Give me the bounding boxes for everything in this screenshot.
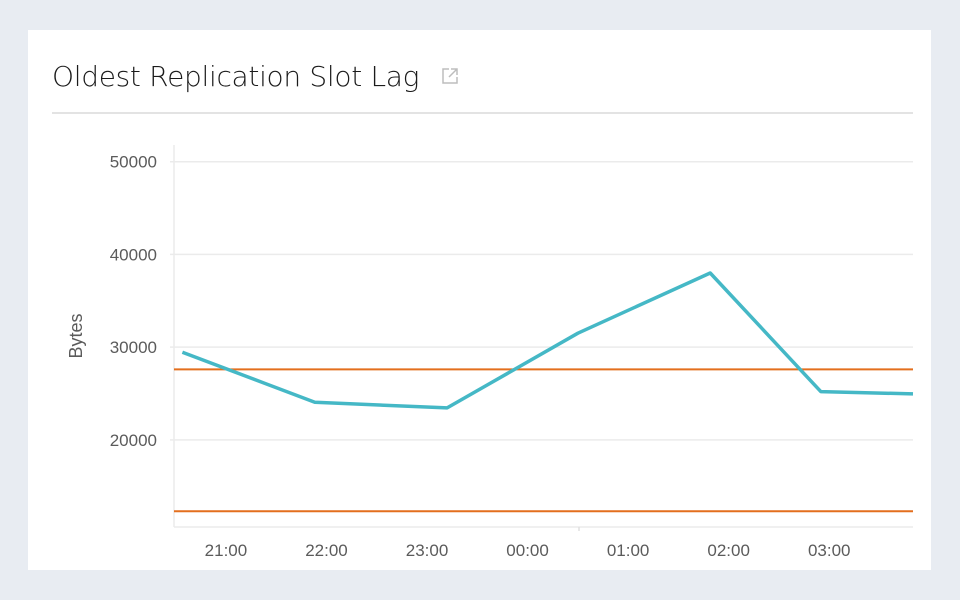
panel-title: Oldest Replication Slot Lag — [52, 60, 420, 93]
x-tick-label: 21:00 — [205, 541, 248, 560]
x-tick-label: 00:00 — [506, 541, 549, 560]
y-axis-label: Bytes — [66, 313, 86, 358]
y-tick-label: 50000 — [110, 153, 157, 172]
external-link-icon[interactable] — [440, 66, 460, 86]
y-tick-label: 40000 — [110, 245, 157, 264]
y-tick-label: 30000 — [110, 338, 157, 357]
panel-card: Oldest Replication Slot Lag — [28, 30, 931, 570]
series-line — [181, 271, 914, 410]
y-tick-label: 20000 — [110, 431, 157, 450]
x-tick-label: 22:00 — [305, 541, 348, 560]
x-tick-label: 02:00 — [707, 541, 750, 560]
x-tick-label: 03:00 — [808, 541, 851, 560]
x-tick-label: 01:00 — [607, 541, 650, 560]
title-divider — [52, 112, 913, 114]
x-tick-label: 23:00 — [406, 541, 449, 560]
